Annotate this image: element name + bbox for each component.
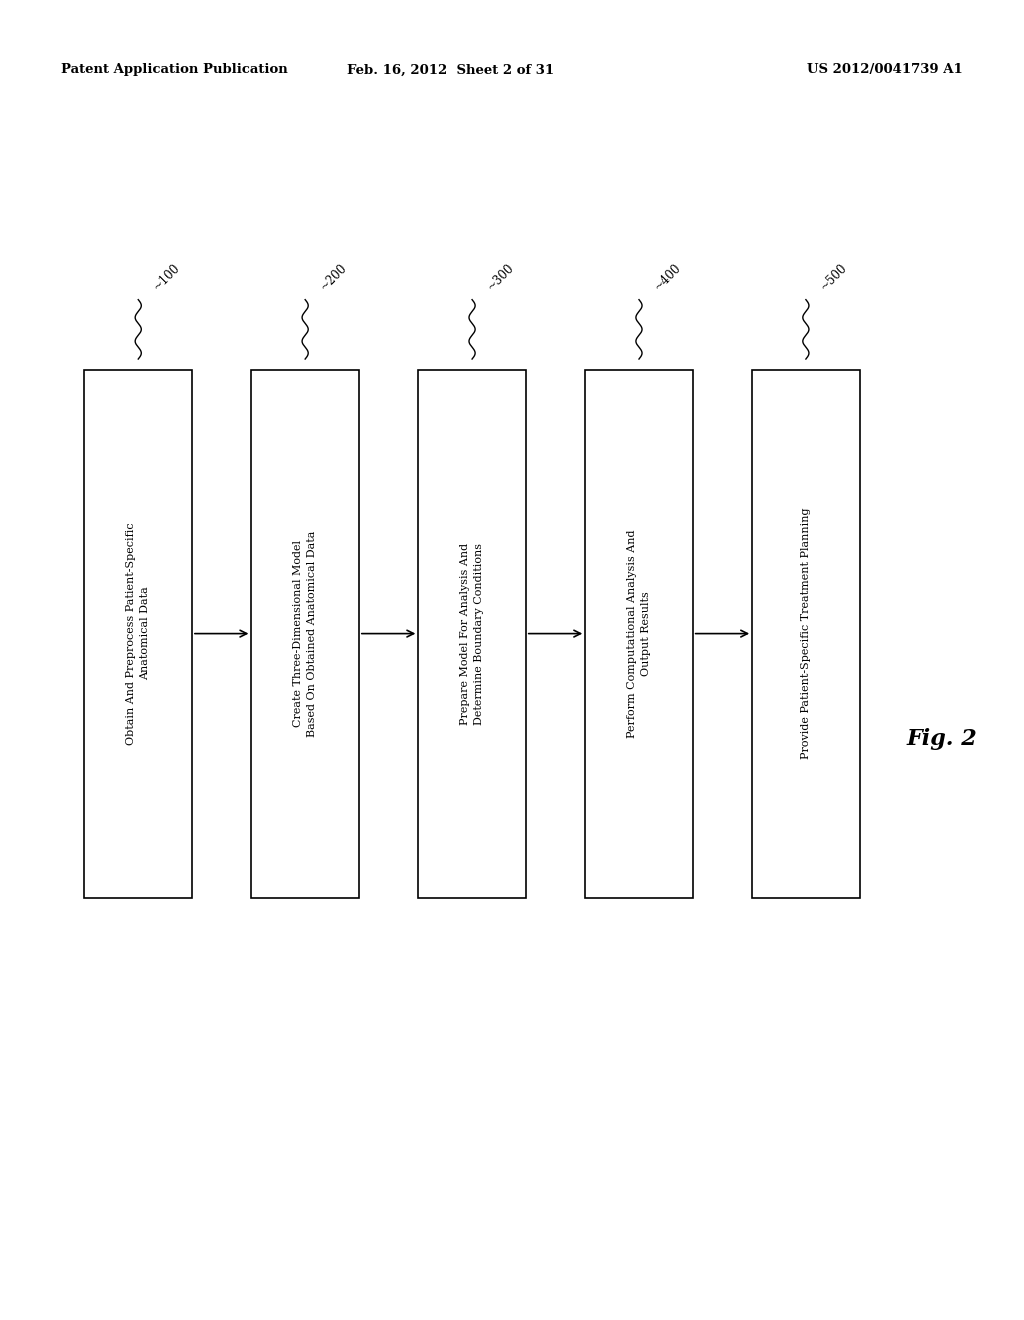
Text: ~100: ~100: [151, 261, 182, 293]
Bar: [586, 370, 692, 898]
Bar: [85, 370, 193, 898]
Text: Provide Patient-Specific Treatment Planning: Provide Patient-Specific Treatment Plann…: [801, 508, 811, 759]
Text: Prepare Model For Analysis And
Determine Boundary Conditions: Prepare Model For Analysis And Determine…: [460, 543, 484, 725]
Text: Fig. 2: Fig. 2: [906, 729, 977, 750]
Text: Patent Application Publication: Patent Application Publication: [61, 63, 288, 77]
Text: ~500: ~500: [818, 261, 850, 293]
Text: Create Three-Dimensional Model
Based On Obtained Anatomical Data: Create Three-Dimensional Model Based On …: [293, 531, 317, 737]
Text: Perform Computational Analysis And
Output Results: Perform Computational Analysis And Outpu…: [627, 529, 651, 738]
Bar: [252, 370, 358, 898]
Bar: [419, 370, 526, 898]
Text: US 2012/0041739 A1: US 2012/0041739 A1: [807, 63, 963, 77]
Text: ~200: ~200: [317, 261, 349, 293]
Text: Obtain And Preprocess Patient-Specific
Anatomical Data: Obtain And Preprocess Patient-Specific A…: [126, 523, 151, 744]
Bar: [752, 370, 860, 898]
Text: ~400: ~400: [651, 261, 683, 293]
Text: ~300: ~300: [484, 261, 516, 293]
Text: Feb. 16, 2012  Sheet 2 of 31: Feb. 16, 2012 Sheet 2 of 31: [347, 63, 554, 77]
